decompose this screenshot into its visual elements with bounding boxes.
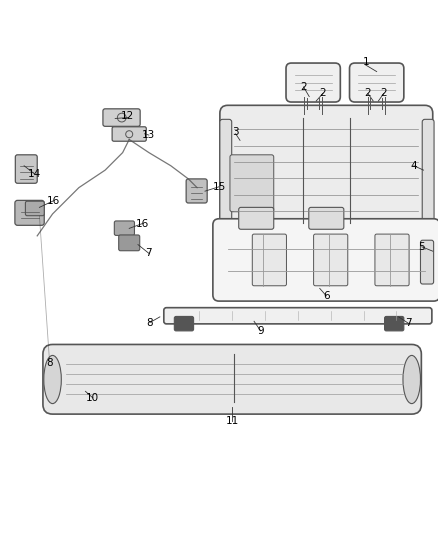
Text: 13: 13: [142, 130, 155, 140]
FancyBboxPatch shape: [314, 234, 348, 286]
FancyBboxPatch shape: [230, 155, 274, 212]
Text: 16: 16: [47, 196, 60, 206]
FancyBboxPatch shape: [220, 119, 232, 221]
FancyBboxPatch shape: [164, 308, 432, 324]
Text: 5: 5: [418, 242, 425, 252]
Text: 1: 1: [362, 56, 369, 67]
Text: 6: 6: [323, 291, 330, 301]
FancyBboxPatch shape: [286, 63, 340, 102]
FancyBboxPatch shape: [350, 63, 404, 102]
FancyBboxPatch shape: [15, 155, 37, 183]
FancyBboxPatch shape: [422, 119, 434, 221]
FancyBboxPatch shape: [186, 179, 207, 203]
FancyBboxPatch shape: [25, 201, 44, 216]
Text: 7: 7: [145, 248, 152, 259]
FancyBboxPatch shape: [43, 344, 421, 414]
Text: 8: 8: [46, 358, 53, 368]
FancyBboxPatch shape: [239, 207, 274, 229]
FancyBboxPatch shape: [112, 127, 146, 141]
FancyBboxPatch shape: [420, 240, 434, 284]
FancyBboxPatch shape: [174, 317, 194, 331]
FancyBboxPatch shape: [309, 207, 344, 229]
Text: 7: 7: [405, 318, 412, 328]
Text: 16: 16: [136, 219, 149, 229]
FancyBboxPatch shape: [252, 234, 286, 286]
FancyBboxPatch shape: [119, 235, 140, 251]
Text: 9: 9: [257, 326, 264, 336]
FancyBboxPatch shape: [375, 234, 409, 286]
Text: 3: 3: [232, 127, 239, 137]
Ellipse shape: [403, 356, 420, 403]
Text: 2: 2: [380, 88, 387, 99]
FancyBboxPatch shape: [103, 109, 140, 126]
Text: 14: 14: [28, 168, 41, 179]
FancyBboxPatch shape: [220, 106, 433, 235]
Text: 2: 2: [364, 88, 371, 99]
FancyBboxPatch shape: [114, 221, 134, 236]
FancyBboxPatch shape: [15, 200, 44, 225]
Text: 4: 4: [410, 161, 417, 171]
FancyBboxPatch shape: [385, 317, 404, 331]
Text: 2: 2: [300, 82, 307, 92]
Text: 12: 12: [121, 111, 134, 122]
Text: 2: 2: [319, 88, 326, 99]
Ellipse shape: [44, 356, 61, 403]
FancyBboxPatch shape: [213, 219, 438, 301]
Text: 8: 8: [146, 318, 153, 328]
Text: 11: 11: [226, 416, 239, 426]
Text: 10: 10: [86, 393, 99, 403]
Text: 15: 15: [212, 182, 226, 192]
